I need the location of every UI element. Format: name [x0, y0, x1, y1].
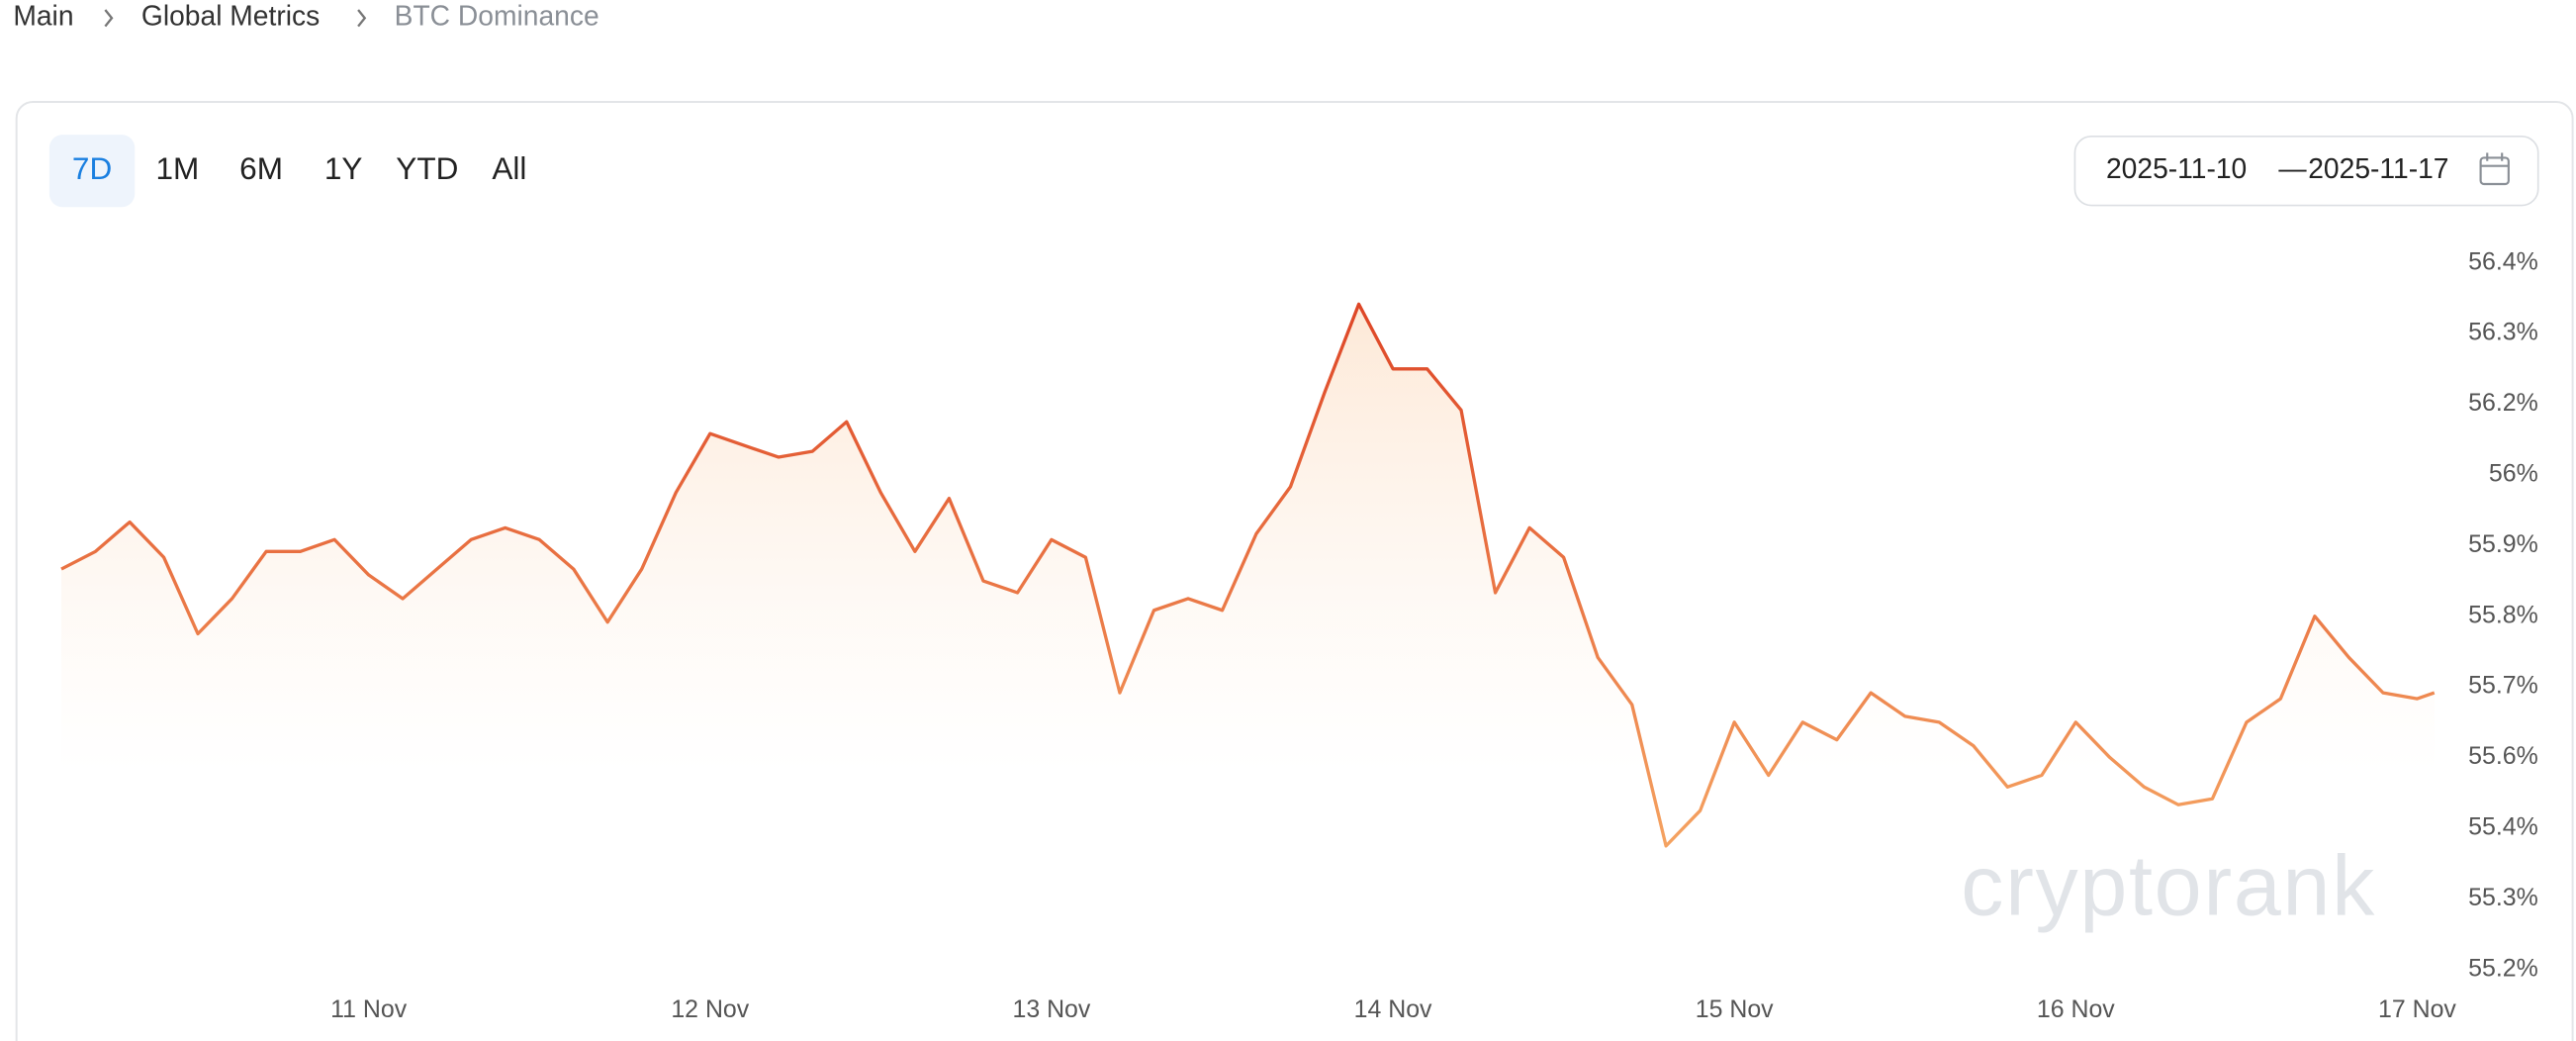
breadcrumb-item[interactable]: Global Metrics [141, 0, 320, 32]
y-tick-label: 56.3% [2468, 319, 2538, 346]
date-range-picker[interactable] [2073, 136, 2539, 207]
chevron [357, 9, 367, 28]
tab-active-bg[interactable] [48, 135, 136, 208]
area-fill [61, 304, 2435, 970]
breadcrumb-item[interactable]: Main [13, 0, 73, 32]
x-tick-label: 12 Nov [671, 995, 749, 1023]
y-tick-label: 55.4% [2468, 813, 2538, 841]
tab[interactable]: 6M [239, 150, 283, 186]
breadcrumb-current: BTC Dominance [395, 0, 599, 32]
y-tick-label: 55.7% [2468, 672, 2538, 700]
tab[interactable]: All [492, 150, 526, 186]
y-tick-label: 55.3% [2468, 884, 2538, 911]
tab[interactable]: YTD [396, 150, 458, 186]
tab[interactable]: 1Y [324, 150, 363, 186]
y-tick-label: 55.2% [2468, 954, 2538, 982]
x-tick-label: 16 Nov [2037, 995, 2115, 1023]
line [60, 302, 2436, 848]
y-tick-label: 56.4% [2468, 247, 2538, 275]
y-tick-label: 56.2% [2468, 389, 2538, 417]
tab[interactable]: 1M [156, 150, 200, 186]
date-separator: — [2278, 152, 2307, 184]
y-tick-label: 55.6% [2468, 742, 2538, 770]
chevron [104, 9, 114, 28]
tab[interactable]: 7D [72, 150, 112, 186]
date-end[interactable]: 2025-11-17 [2308, 152, 2448, 184]
y-tick-label: 56% [2489, 459, 2538, 487]
calendar-icon[interactable] [2479, 152, 2510, 186]
y-tick-label: 55.9% [2468, 530, 2538, 558]
x-tick-label: 17 Nov [2378, 995, 2456, 1023]
y-tick-label: 55.8% [2468, 601, 2538, 628]
x-tick-label: 15 Nov [1696, 995, 1774, 1023]
x-tick-label: 11 Nov [330, 995, 408, 1023]
x-tick-label: 14 Nov [1354, 995, 1432, 1023]
date-start[interactable]: 2025-11-10 [2106, 152, 2247, 184]
x-tick-label: 13 Nov [1012, 995, 1090, 1023]
